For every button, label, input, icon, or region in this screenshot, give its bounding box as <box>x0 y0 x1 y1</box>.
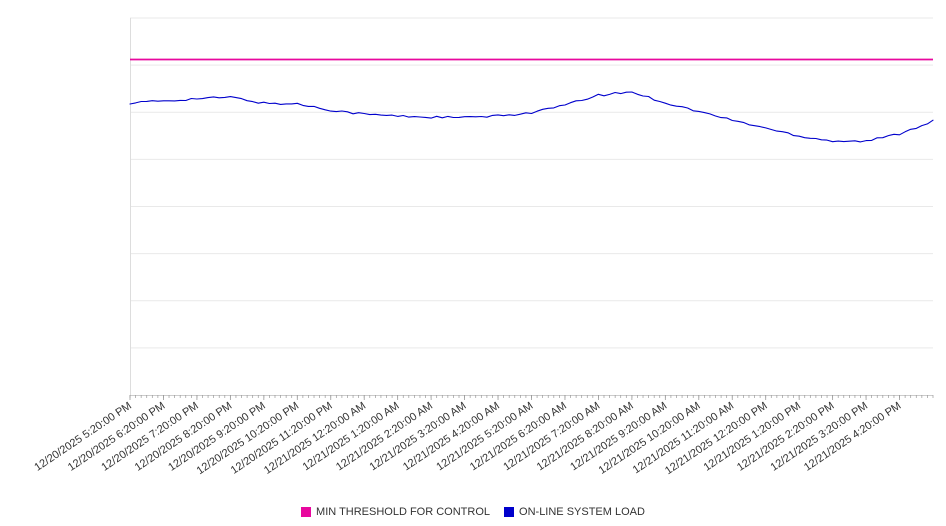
chart-legend: MIN THRESHOLD FOR CONTROL ON-LINE SYSTEM… <box>0 506 946 518</box>
legend-label-load: ON-LINE SYSTEM LOAD <box>519 506 645 518</box>
load-swatch-icon <box>504 507 515 517</box>
x-axis-ticks <box>129 395 934 400</box>
load-line <box>129 91 934 143</box>
legend-item-load[interactable]: ON-LINE SYSTEM LOAD <box>504 506 645 518</box>
legend-label-threshold: MIN THRESHOLD FOR CONTROL <box>316 506 491 518</box>
gridlines <box>130 17 933 349</box>
threshold-swatch-icon <box>301 507 312 517</box>
legend-item-threshold[interactable]: MIN THRESHOLD FOR CONTROL <box>301 506 490 518</box>
